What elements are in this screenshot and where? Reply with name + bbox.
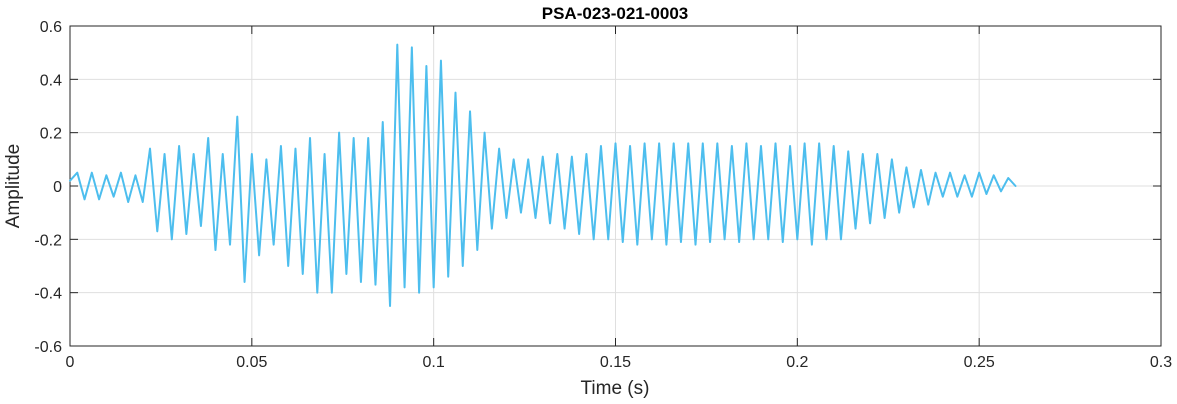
x-tick-label: 0.05 [236, 354, 267, 371]
y-tick-label: -0.4 [34, 286, 62, 303]
x-tick-label: 0 [66, 354, 75, 371]
waveform-series-line [69, 43, 1017, 307]
y-tick-label: -0.6 [34, 339, 62, 356]
x-axis-label: Time (s) [581, 378, 650, 399]
x-tick-label: 0.15 [600, 354, 631, 371]
y-tick-label: 0.6 [40, 19, 62, 36]
x-tick-label: 0.25 [964, 354, 995, 371]
x-tick-labels: 0 0.05 0.1 0.15 0.2 0.25 0.3 [66, 354, 1173, 371]
y-tick-labels: -0.6 -0.4 -0.2 0 0.2 0.4 0.6 [34, 19, 62, 356]
grid-lines [70, 26, 1161, 346]
x-tick-label: 0.1 [423, 354, 445, 371]
y-tick-label: -0.2 [34, 232, 62, 249]
y-tick-label: 0.2 [40, 126, 62, 143]
series-group [69, 43, 1017, 307]
x-tick-label: 0.3 [1150, 354, 1172, 371]
y-tick-label: 0 [53, 179, 62, 196]
x-tick-label: 0.2 [786, 354, 808, 371]
y-tick-label: 0.4 [40, 72, 62, 89]
y-axis-label: Amplitude [3, 144, 24, 229]
chart-title: PSA-023-021-0003 [542, 4, 688, 23]
axis-ticks [69, 25, 1162, 347]
